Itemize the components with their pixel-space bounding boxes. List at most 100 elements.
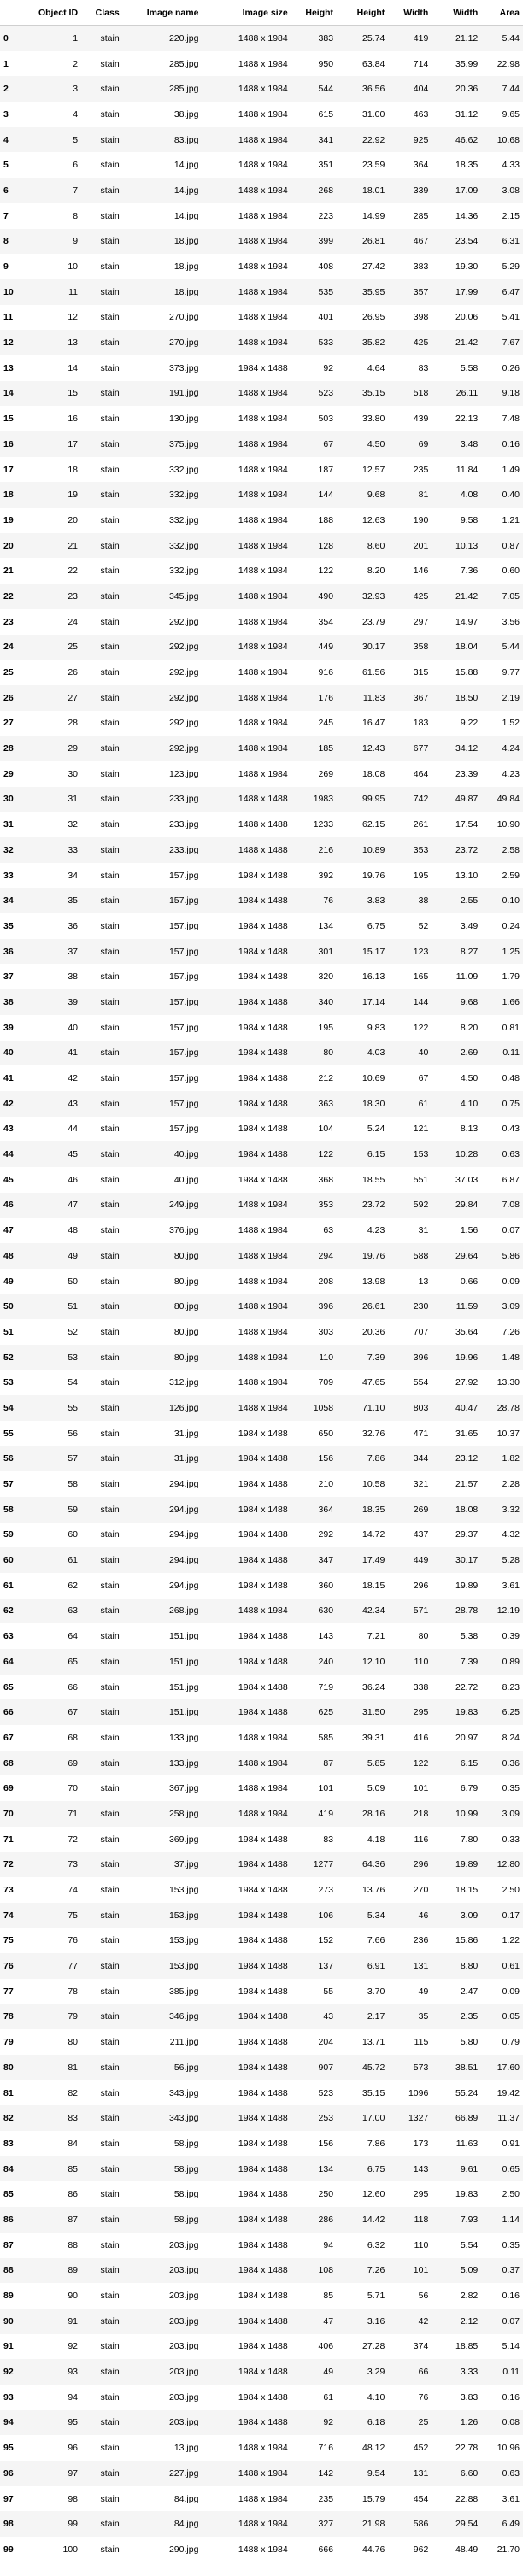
area-cell: 0.35 bbox=[502, 1783, 520, 1794]
class-cell: stain bbox=[100, 1225, 120, 1236]
height-px-cell: 363 bbox=[318, 1098, 334, 1109]
class-cell: stain bbox=[100, 1301, 120, 1312]
image-size-cell: 1984 x 1488 bbox=[238, 1174, 288, 1185]
class-cell: stain bbox=[100, 1910, 120, 1921]
width-px-cell: 464 bbox=[413, 768, 429, 779]
area-cell: 2.50 bbox=[502, 1885, 520, 1896]
class-cell: stain bbox=[100, 32, 120, 44]
object-id-cell: 31 bbox=[68, 794, 79, 805]
width-px-cell: 338 bbox=[413, 1681, 429, 1693]
image-name-cell: 233.jpg bbox=[168, 819, 199, 830]
table-row: 82 83 stain 343.jpg 1984 x 1488 253 17.00 1327 6… bbox=[0, 2105, 523, 2132]
row-index: 95 bbox=[3, 2443, 14, 2454]
width-pct-cell: 14.97 bbox=[455, 616, 479, 627]
height-pct-cell: 32.76 bbox=[362, 1428, 385, 1439]
width-px-cell: 153 bbox=[413, 1149, 429, 1160]
object-id-cell: 82 bbox=[68, 2087, 79, 2098]
class-cell: stain bbox=[100, 1428, 120, 1439]
row-index: 5 bbox=[3, 160, 9, 171]
table-row: 92 93 stain 203.jpg 1984 x 1488 49 3.29 66 3.33 0… bbox=[0, 2359, 523, 2385]
image-name-cell: 153.jpg bbox=[168, 1910, 199, 1921]
image-name-cell: 157.jpg bbox=[168, 996, 199, 1007]
height-px-cell: 916 bbox=[318, 667, 334, 678]
table-row: 78 79 stain 346.jpg 1984 x 1488 43 2.17 35 2.35 0… bbox=[0, 2004, 523, 2030]
height-px-cell: 490 bbox=[318, 590, 334, 601]
height-px-cell: 152 bbox=[318, 1935, 334, 1946]
height-pct-cell: 42.34 bbox=[362, 1605, 385, 1617]
index-header bbox=[0, 0, 22, 26]
height-px-cell: 1983 bbox=[313, 794, 334, 805]
object-id-cell: 56 bbox=[68, 1428, 79, 1439]
width-px-cell: 573 bbox=[413, 2062, 429, 2073]
image-name-cell: 373.jpg bbox=[168, 362, 199, 373]
area-cell: 0.40 bbox=[502, 490, 520, 501]
image-size-cell: 1488 x 1984 bbox=[238, 464, 288, 475]
column-header-height-px: Height bbox=[291, 0, 338, 26]
width-pct-cell: 3.49 bbox=[460, 920, 479, 931]
row-index: 37 bbox=[3, 971, 14, 983]
object-id-cell: 17 bbox=[68, 438, 79, 449]
class-cell: stain bbox=[100, 1402, 120, 1413]
height-px-cell: 137 bbox=[318, 1961, 334, 1972]
width-pct-cell: 17.54 bbox=[455, 819, 479, 830]
row-index: 13 bbox=[3, 362, 14, 373]
width-pct-cell: 6.79 bbox=[460, 1783, 479, 1794]
height-px-cell: 110 bbox=[319, 1352, 334, 1363]
class-cell: stain bbox=[100, 590, 120, 601]
height-pct-cell: 13.71 bbox=[362, 2037, 385, 2048]
area-cell: 6.47 bbox=[502, 286, 520, 297]
height-pct-cell: 10.69 bbox=[362, 1073, 385, 1084]
width-pct-cell: 1.26 bbox=[460, 2417, 479, 2428]
table-row: 24 25 stain 292.jpg 1488 x 1984 449 30.17 358 18… bbox=[0, 634, 523, 660]
width-pct-cell: 13.10 bbox=[455, 870, 479, 881]
width-px-cell: 551 bbox=[413, 1174, 429, 1185]
image-name-cell: 153.jpg bbox=[168, 1935, 199, 1946]
image-size-cell: 1488 x 1984 bbox=[238, 590, 288, 601]
object-id-cell: 41 bbox=[68, 1047, 79, 1059]
height-px-cell: 419 bbox=[318, 1808, 334, 1819]
image-size-cell: 1984 x 1488 bbox=[238, 1631, 288, 1642]
height-pct-cell: 26.81 bbox=[362, 236, 385, 247]
image-name-cell: 157.jpg bbox=[168, 1124, 199, 1135]
table-row: 62 63 stain 268.jpg 1488 x 1984 630 42.34 571 28… bbox=[0, 1598, 523, 1624]
area-cell: 0.60 bbox=[502, 566, 520, 577]
class-cell: stain bbox=[100, 261, 120, 273]
width-pct-cell: 7.36 bbox=[460, 566, 479, 577]
width-pct-cell: 7.93 bbox=[460, 2214, 479, 2225]
class-cell: stain bbox=[100, 819, 120, 830]
area-cell: 12.19 bbox=[497, 1605, 520, 1617]
image-name-cell: 292.jpg bbox=[168, 743, 199, 754]
row-index: 34 bbox=[3, 895, 14, 907]
width-px-cell: 25 bbox=[418, 2417, 429, 2428]
object-id-cell: 39 bbox=[68, 996, 79, 1007]
class-cell: stain bbox=[100, 2138, 120, 2149]
row-index: 54 bbox=[3, 1402, 14, 1413]
height-px-cell: 185 bbox=[318, 743, 334, 754]
image-size-cell: 1488 x 1488 bbox=[238, 794, 288, 805]
table-row: 21 22 stain 332.jpg 1488 x 1984 122 8.20 146 7.3… bbox=[0, 558, 523, 584]
class-cell: stain bbox=[100, 667, 120, 678]
class-cell: stain bbox=[100, 566, 120, 577]
height-px-cell: 134 bbox=[318, 2163, 334, 2174]
image-size-cell: 1488 x 1984 bbox=[238, 337, 288, 349]
row-index: 57 bbox=[3, 1479, 14, 1490]
width-pct-cell: 18.50 bbox=[455, 692, 479, 703]
class-cell: stain bbox=[100, 1047, 120, 1059]
width-pct-cell: 31.12 bbox=[455, 109, 479, 120]
object-id-cell: 34 bbox=[68, 870, 79, 881]
image-name-cell: 258.jpg bbox=[168, 1808, 199, 1819]
width-px-cell: 357 bbox=[413, 286, 429, 297]
width-px-cell: 297 bbox=[413, 616, 429, 627]
width-pct-cell: 48.49 bbox=[455, 2544, 479, 2555]
height-pct-cell: 3.70 bbox=[367, 1986, 385, 1997]
area-cell: 8.23 bbox=[502, 1681, 520, 1693]
image-size-cell: 1984 x 1488 bbox=[238, 1885, 288, 1896]
image-name-cell: 40.jpg bbox=[173, 1149, 199, 1160]
row-index: 46 bbox=[3, 1200, 14, 1211]
height-px-cell: 401 bbox=[318, 312, 334, 323]
table-row: 75 76 stain 153.jpg 1984 x 1488 152 7.66 236 15.… bbox=[0, 1928, 523, 1954]
height-pct-cell: 9.83 bbox=[367, 1022, 385, 1033]
width-px-cell: 358 bbox=[413, 642, 429, 653]
table-row: 68 69 stain 133.jpg 1488 x 1984 87 5.85 122 6.15… bbox=[0, 1750, 523, 1776]
image-size-cell: 1488 x 1984 bbox=[238, 768, 288, 779]
